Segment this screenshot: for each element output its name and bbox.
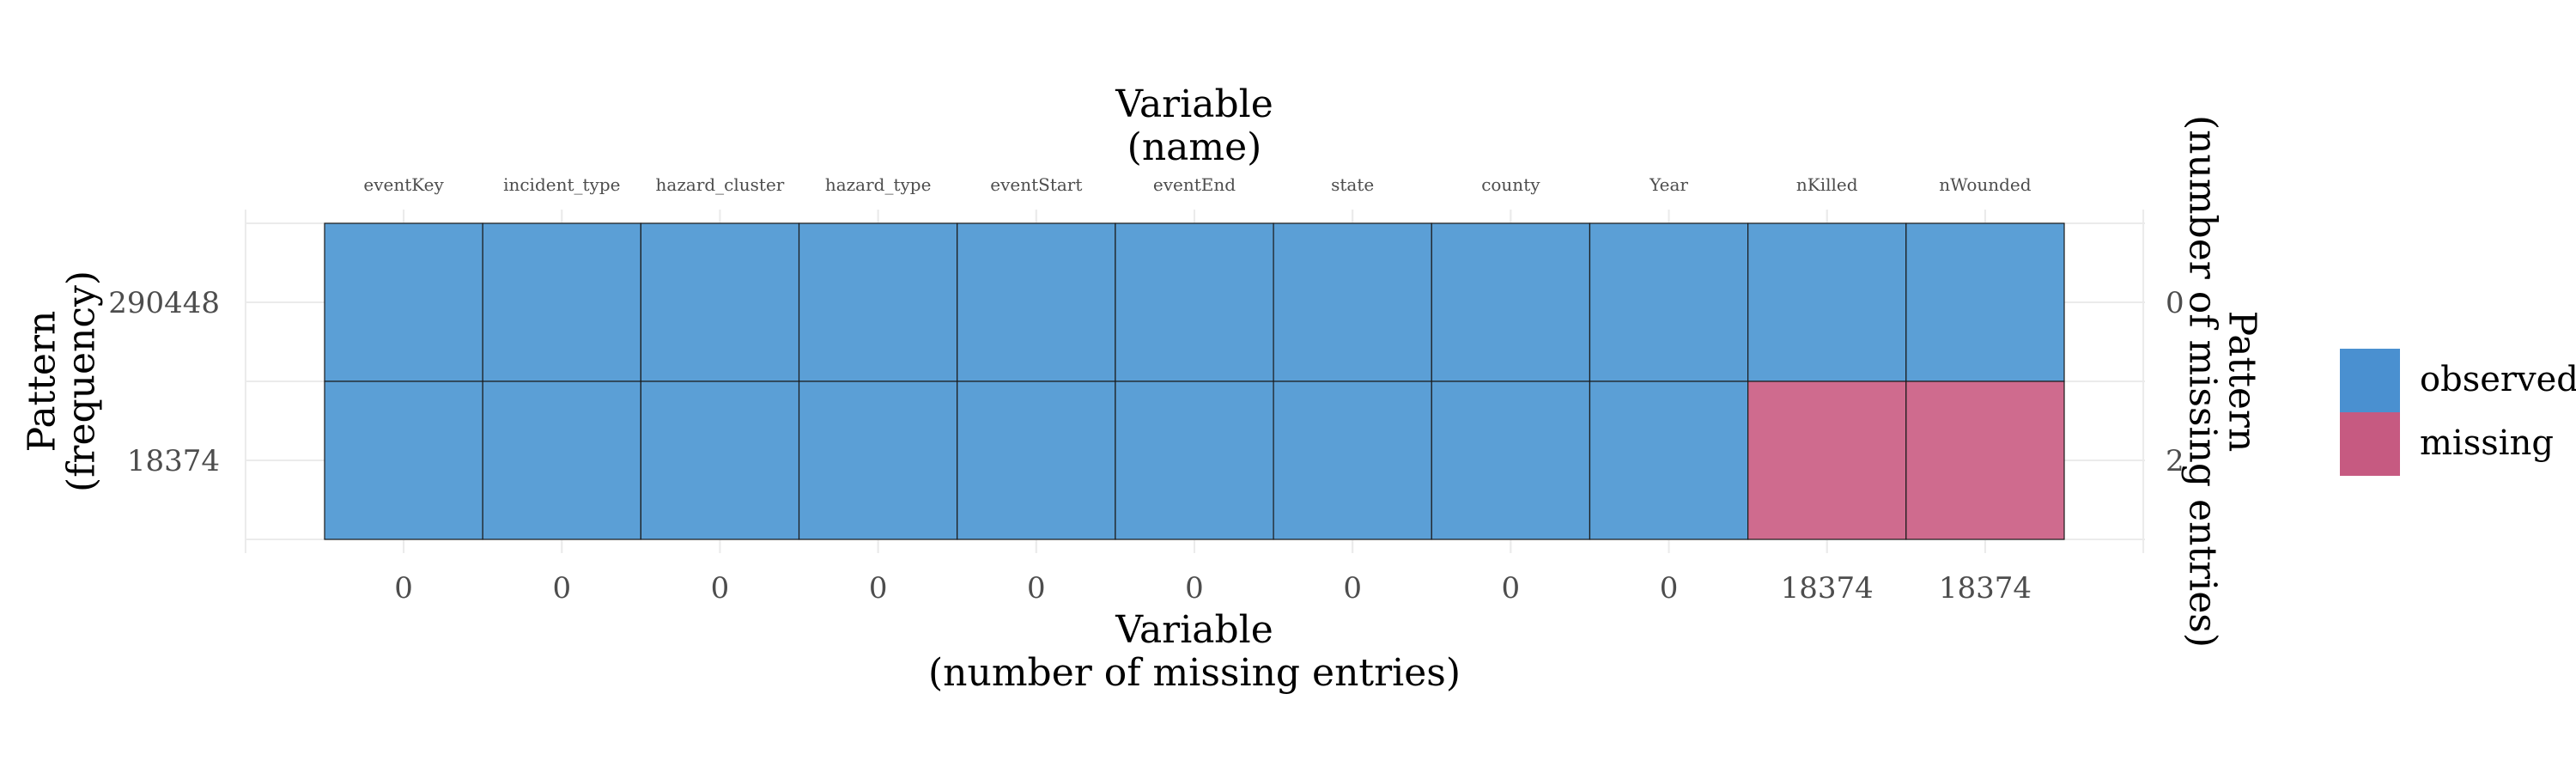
missing-count-label: 18374 bbox=[1939, 571, 2032, 606]
missing-count-label: 0 bbox=[552, 571, 571, 606]
variable-name-label: eventEnd bbox=[1153, 174, 1236, 195]
variable-name-label: hazard_cluster bbox=[656, 174, 785, 195]
pattern-cell-observed bbox=[798, 222, 958, 382]
missing-count-label: 0 bbox=[1185, 571, 1204, 606]
left-axis-title: Pattern bbox=[21, 311, 64, 453]
pattern-cell-observed bbox=[1905, 222, 2065, 382]
bottom-axis-title: Variable bbox=[1115, 608, 1273, 652]
pattern-cell-observed bbox=[482, 380, 641, 540]
pattern-cell-observed bbox=[1747, 222, 1907, 382]
pattern-cell-observed bbox=[640, 380, 800, 540]
pattern-cell-observed bbox=[1589, 222, 1749, 382]
variable-name-label: nKilled bbox=[1796, 174, 1858, 195]
missing-count-label: 0 bbox=[1027, 571, 1046, 606]
pattern-frequency-label: 290448 bbox=[108, 286, 220, 320]
legend-label-missing: missing bbox=[2420, 423, 2554, 463]
missing-count-label: 18374 bbox=[1781, 571, 1874, 606]
pattern-cell-observed bbox=[1431, 380, 1591, 540]
missing-count-label: 0 bbox=[1502, 571, 1521, 606]
legend-swatch-observed bbox=[2340, 349, 2400, 412]
pattern-frequency-label: 18374 bbox=[127, 444, 220, 478]
variable-name-label: state bbox=[1331, 174, 1374, 195]
pattern-cell-missing bbox=[1905, 380, 2065, 540]
missing-count-label: 0 bbox=[394, 571, 413, 606]
pattern-cell-observed bbox=[957, 222, 1116, 382]
pattern-cell-observed bbox=[1431, 222, 1591, 382]
legend-swatch-missing bbox=[2340, 412, 2400, 476]
legend-label-observed: observed bbox=[2420, 360, 2576, 399]
pattern-missing-count-label: 2 bbox=[2166, 444, 2184, 478]
pattern-cell-missing bbox=[1747, 380, 1907, 540]
right-axis-title: (number of missing entries) bbox=[2181, 115, 2225, 648]
pattern-cell-observed bbox=[798, 380, 958, 540]
variable-name-label: nWounded bbox=[1939, 174, 2032, 195]
axis-labels: eventKey incident_type hazard_cluster hazar… bbox=[21, 82, 2264, 695]
pattern-cell-observed bbox=[1115, 380, 1274, 540]
variable-name-label: eventStart bbox=[990, 174, 1082, 195]
pattern-cell-observed bbox=[1273, 222, 1432, 382]
missing-count-label: 0 bbox=[711, 571, 730, 606]
variable-name-label: county bbox=[1481, 174, 1540, 195]
pattern-cells bbox=[324, 222, 2065, 540]
pattern-cell-observed bbox=[957, 380, 1116, 540]
pattern-cell-observed bbox=[324, 380, 483, 540]
pattern-missing-count-label: 0 bbox=[2166, 286, 2184, 320]
variable-name-label: hazard_type bbox=[825, 174, 932, 195]
pattern-cell-observed bbox=[1115, 222, 1274, 382]
top-axis-title: (name) bbox=[1127, 125, 1262, 169]
pattern-cell-observed bbox=[482, 222, 641, 382]
right-axis-title: Pattern bbox=[2221, 311, 2264, 453]
top-axis-title: Variable bbox=[1115, 82, 1273, 126]
pattern-cell-observed bbox=[324, 222, 483, 382]
missing-count-label: 0 bbox=[1660, 571, 1679, 606]
variable-name-label: incident_type bbox=[503, 174, 620, 195]
left-axis-title: (frequency) bbox=[60, 271, 104, 492]
bottom-axis-title: (number of missing entries) bbox=[928, 651, 1461, 695]
pattern-cell-observed bbox=[1273, 380, 1432, 540]
legend: observed missing bbox=[2340, 349, 2576, 476]
variable-name-label: eventKey bbox=[363, 174, 444, 195]
pattern-cell-observed bbox=[1589, 380, 1749, 540]
variable-name-label: Year bbox=[1649, 174, 1688, 195]
missing-count-label: 0 bbox=[1343, 571, 1362, 606]
missing-count-label: 0 bbox=[869, 571, 888, 606]
pattern-cell-observed bbox=[640, 222, 800, 382]
